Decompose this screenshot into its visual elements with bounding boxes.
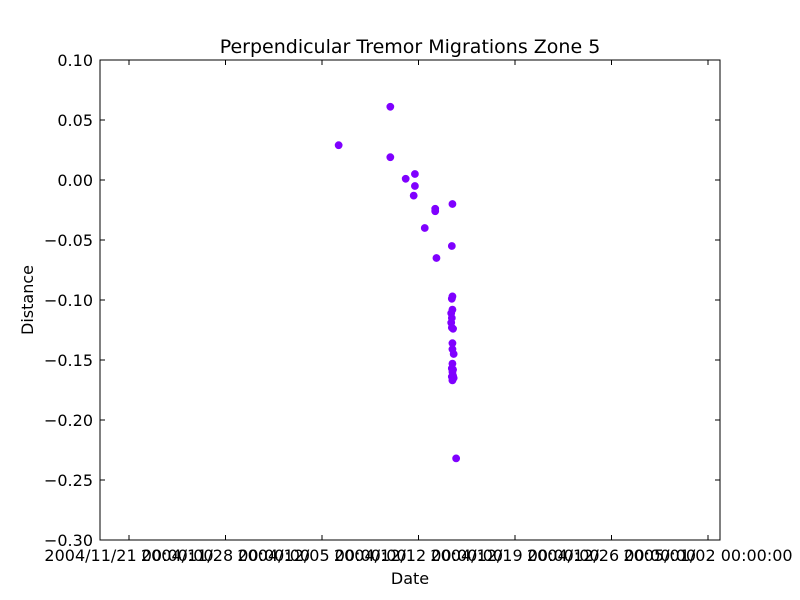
y-tick-label: 0.05 [57,111,93,130]
data-point [452,454,461,463]
data-point [401,174,410,183]
x-tick-label: 2004/12/12 00:00:00 [334,546,503,565]
y-axis-title: Distance [18,265,37,335]
chart-title: Perpendicular Tremor Migrations Zone 5 [220,36,601,58]
plot-area-frame [99,59,721,541]
data-point [448,376,457,385]
data-point [334,141,343,150]
y-tick-label: −0.20 [44,411,93,430]
data-point [420,224,429,232]
x-tick-label: 2005/01/02 00:00:00 [623,546,792,565]
data-point [449,324,457,333]
x-tick-label: 2004/12/26 00:00:00 [527,546,696,565]
y-tick-label: −0.25 [44,471,93,490]
y-tick-label: −0.10 [44,291,93,310]
data-point [432,254,441,262]
y-tick-label: 0.10 [57,51,93,70]
x-axis-title: Date [391,569,429,588]
x-tick-label: 2004/12/19 00:00:00 [430,546,599,565]
data-point [449,350,458,358]
x-tick-label: 2004/12/05 00:00:00 [237,546,406,565]
x-tick-label: 2004/11/21 00:00:00 [44,546,213,565]
data-point [386,153,395,162]
y-tick-label: 0.00 [57,171,93,190]
data-point [448,200,457,208]
x-tick-label: 2004/11/28 00:00:00 [141,546,310,565]
y-tick-label: −0.05 [44,231,93,250]
data-point [448,292,457,301]
data-point [409,191,418,200]
data-point [386,102,395,111]
data-point [431,207,440,216]
y-tick-label: −0.15 [44,351,93,370]
data-point [447,242,456,250]
data-point [411,170,419,178]
y-tick-label: −0.30 [44,531,93,550]
data-point [411,182,419,190]
